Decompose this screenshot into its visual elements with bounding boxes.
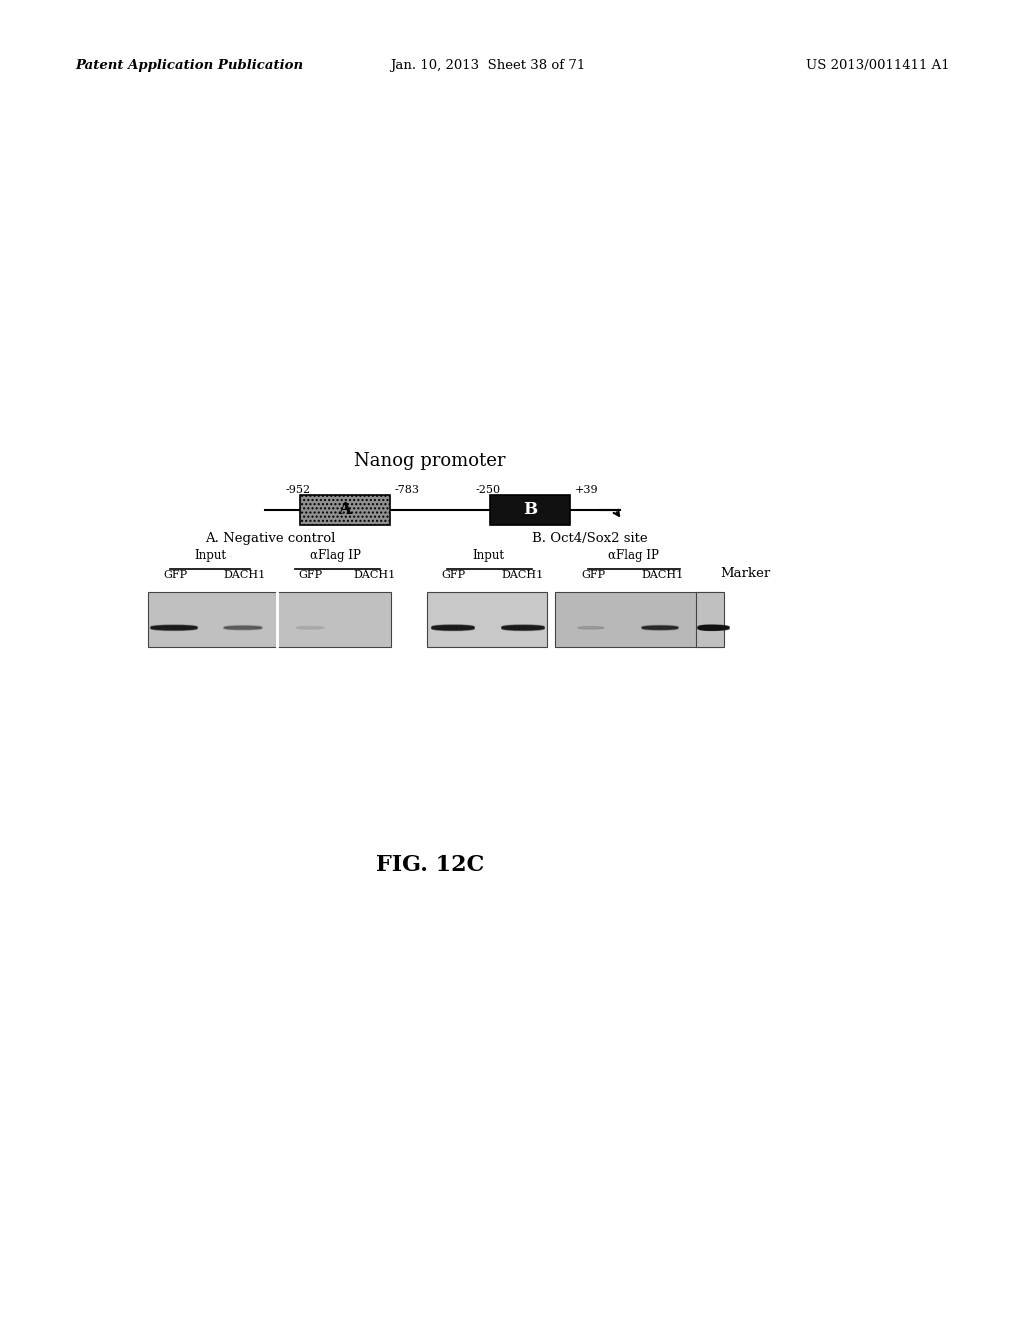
Ellipse shape (642, 626, 678, 628)
Ellipse shape (151, 626, 197, 630)
Bar (148, 591, 391, 647)
Text: Input: Input (472, 549, 504, 562)
Text: US 2013/0011411 A1: US 2013/0011411 A1 (806, 58, 950, 71)
Ellipse shape (698, 626, 722, 628)
Ellipse shape (151, 627, 197, 631)
Text: -952: -952 (286, 484, 310, 495)
Text: B. Oct4/Sox2 site: B. Oct4/Sox2 site (532, 532, 648, 545)
Text: A. Negative control: A. Negative control (205, 532, 335, 545)
Ellipse shape (502, 626, 544, 630)
Text: -783: -783 (395, 484, 420, 495)
Text: A: A (339, 502, 351, 519)
Ellipse shape (698, 627, 722, 631)
Ellipse shape (432, 626, 474, 630)
Ellipse shape (699, 626, 729, 630)
Ellipse shape (432, 627, 474, 630)
Ellipse shape (224, 626, 262, 628)
Ellipse shape (502, 627, 544, 631)
Ellipse shape (151, 624, 197, 628)
Text: +39: +39 (575, 484, 599, 495)
Ellipse shape (151, 627, 197, 630)
Ellipse shape (642, 627, 678, 630)
Ellipse shape (224, 627, 262, 630)
Text: DACH1: DACH1 (502, 570, 544, 579)
Text: DACH1: DACH1 (224, 570, 266, 579)
Bar (300, 495, 390, 525)
Ellipse shape (432, 626, 474, 630)
Ellipse shape (642, 626, 678, 628)
Ellipse shape (502, 626, 544, 630)
Ellipse shape (151, 626, 197, 628)
Text: GFP: GFP (441, 570, 465, 579)
Ellipse shape (502, 624, 544, 628)
Text: Input: Input (194, 549, 226, 562)
Ellipse shape (502, 627, 544, 630)
Text: GFP: GFP (581, 570, 605, 579)
Ellipse shape (432, 626, 474, 628)
Ellipse shape (578, 627, 604, 630)
Ellipse shape (432, 627, 474, 631)
Ellipse shape (699, 626, 729, 630)
Ellipse shape (224, 626, 262, 628)
Text: DACH1: DACH1 (642, 570, 684, 579)
Text: Patent Application Publication: Patent Application Publication (75, 58, 303, 71)
Ellipse shape (698, 626, 722, 630)
Text: -250: -250 (475, 484, 501, 495)
Ellipse shape (224, 627, 262, 630)
Ellipse shape (432, 624, 474, 628)
Bar (490, 495, 570, 525)
Text: αFlag IP: αFlag IP (607, 549, 658, 562)
Bar (427, 591, 547, 647)
Text: αFlag IP: αFlag IP (309, 549, 360, 562)
Text: B: B (523, 502, 537, 519)
Ellipse shape (699, 626, 729, 628)
Bar (555, 591, 720, 647)
Text: DACH1: DACH1 (354, 570, 396, 579)
Ellipse shape (642, 627, 678, 630)
Text: GFP: GFP (163, 570, 187, 579)
Ellipse shape (296, 627, 324, 630)
Text: Jan. 10, 2013  Sheet 38 of 71: Jan. 10, 2013 Sheet 38 of 71 (390, 58, 586, 71)
Text: FIG. 12C: FIG. 12C (376, 854, 484, 876)
Text: GFP: GFP (298, 570, 323, 579)
Text: Nanog promoter: Nanog promoter (354, 451, 506, 470)
Ellipse shape (698, 626, 722, 630)
Bar (696, 591, 724, 647)
Ellipse shape (699, 627, 729, 631)
Text: Marker: Marker (720, 568, 770, 579)
Ellipse shape (502, 626, 544, 628)
Ellipse shape (151, 626, 197, 630)
